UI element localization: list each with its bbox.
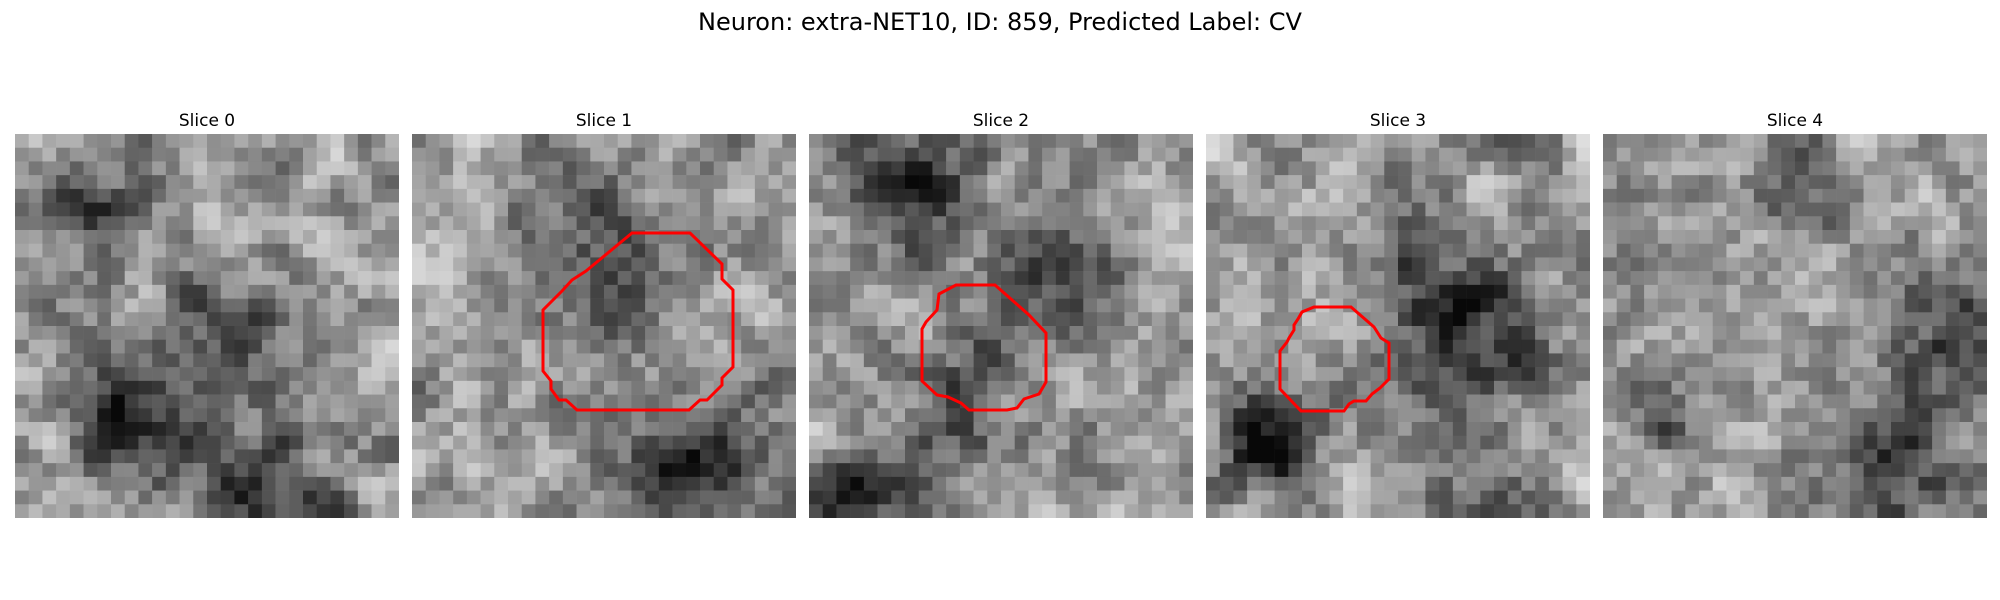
- slice-panel-3: Slice 3: [1206, 108, 1590, 518]
- slice-canvas-1: [412, 134, 796, 518]
- slice-canvas-3: [1206, 134, 1590, 518]
- slice-panel-0: Slice 0: [15, 108, 399, 518]
- slice-image-1: [412, 134, 796, 518]
- pixel-grid: [15, 134, 399, 518]
- pixel-grid: [809, 134, 1193, 518]
- slice-image-4: [1603, 134, 1987, 518]
- slice-panel-1: Slice 1: [412, 108, 796, 518]
- slice-image-0: [15, 134, 399, 518]
- pixel-grid: [1206, 134, 1590, 518]
- slice-image-2: [809, 134, 1193, 518]
- slice-canvas-0: [15, 134, 399, 518]
- slice-title: Slice 4: [1766, 111, 1824, 131]
- slice-title: Slice 0: [178, 111, 236, 131]
- pixel-grid: [412, 134, 796, 518]
- pixel-grid: [1603, 134, 1987, 518]
- slice-title: Slice 1: [575, 111, 633, 131]
- slice-panel-2: Slice 2: [809, 108, 1193, 518]
- figure-title: Neuron: extra-NET10, ID: 859, Predicted …: [698, 8, 1302, 36]
- slice-title: Slice 3: [1369, 111, 1427, 131]
- slice-canvas-4: [1603, 134, 1987, 518]
- slice-panel-4: Slice 4: [1603, 108, 1987, 518]
- slice-canvas-2: [809, 134, 1193, 518]
- roi-outline: [541, 231, 735, 412]
- roi-outline: [920, 283, 1048, 412]
- roi-outline: [1278, 305, 1391, 413]
- slice-title: Slice 2: [972, 111, 1030, 131]
- slice-image-3: [1206, 134, 1590, 518]
